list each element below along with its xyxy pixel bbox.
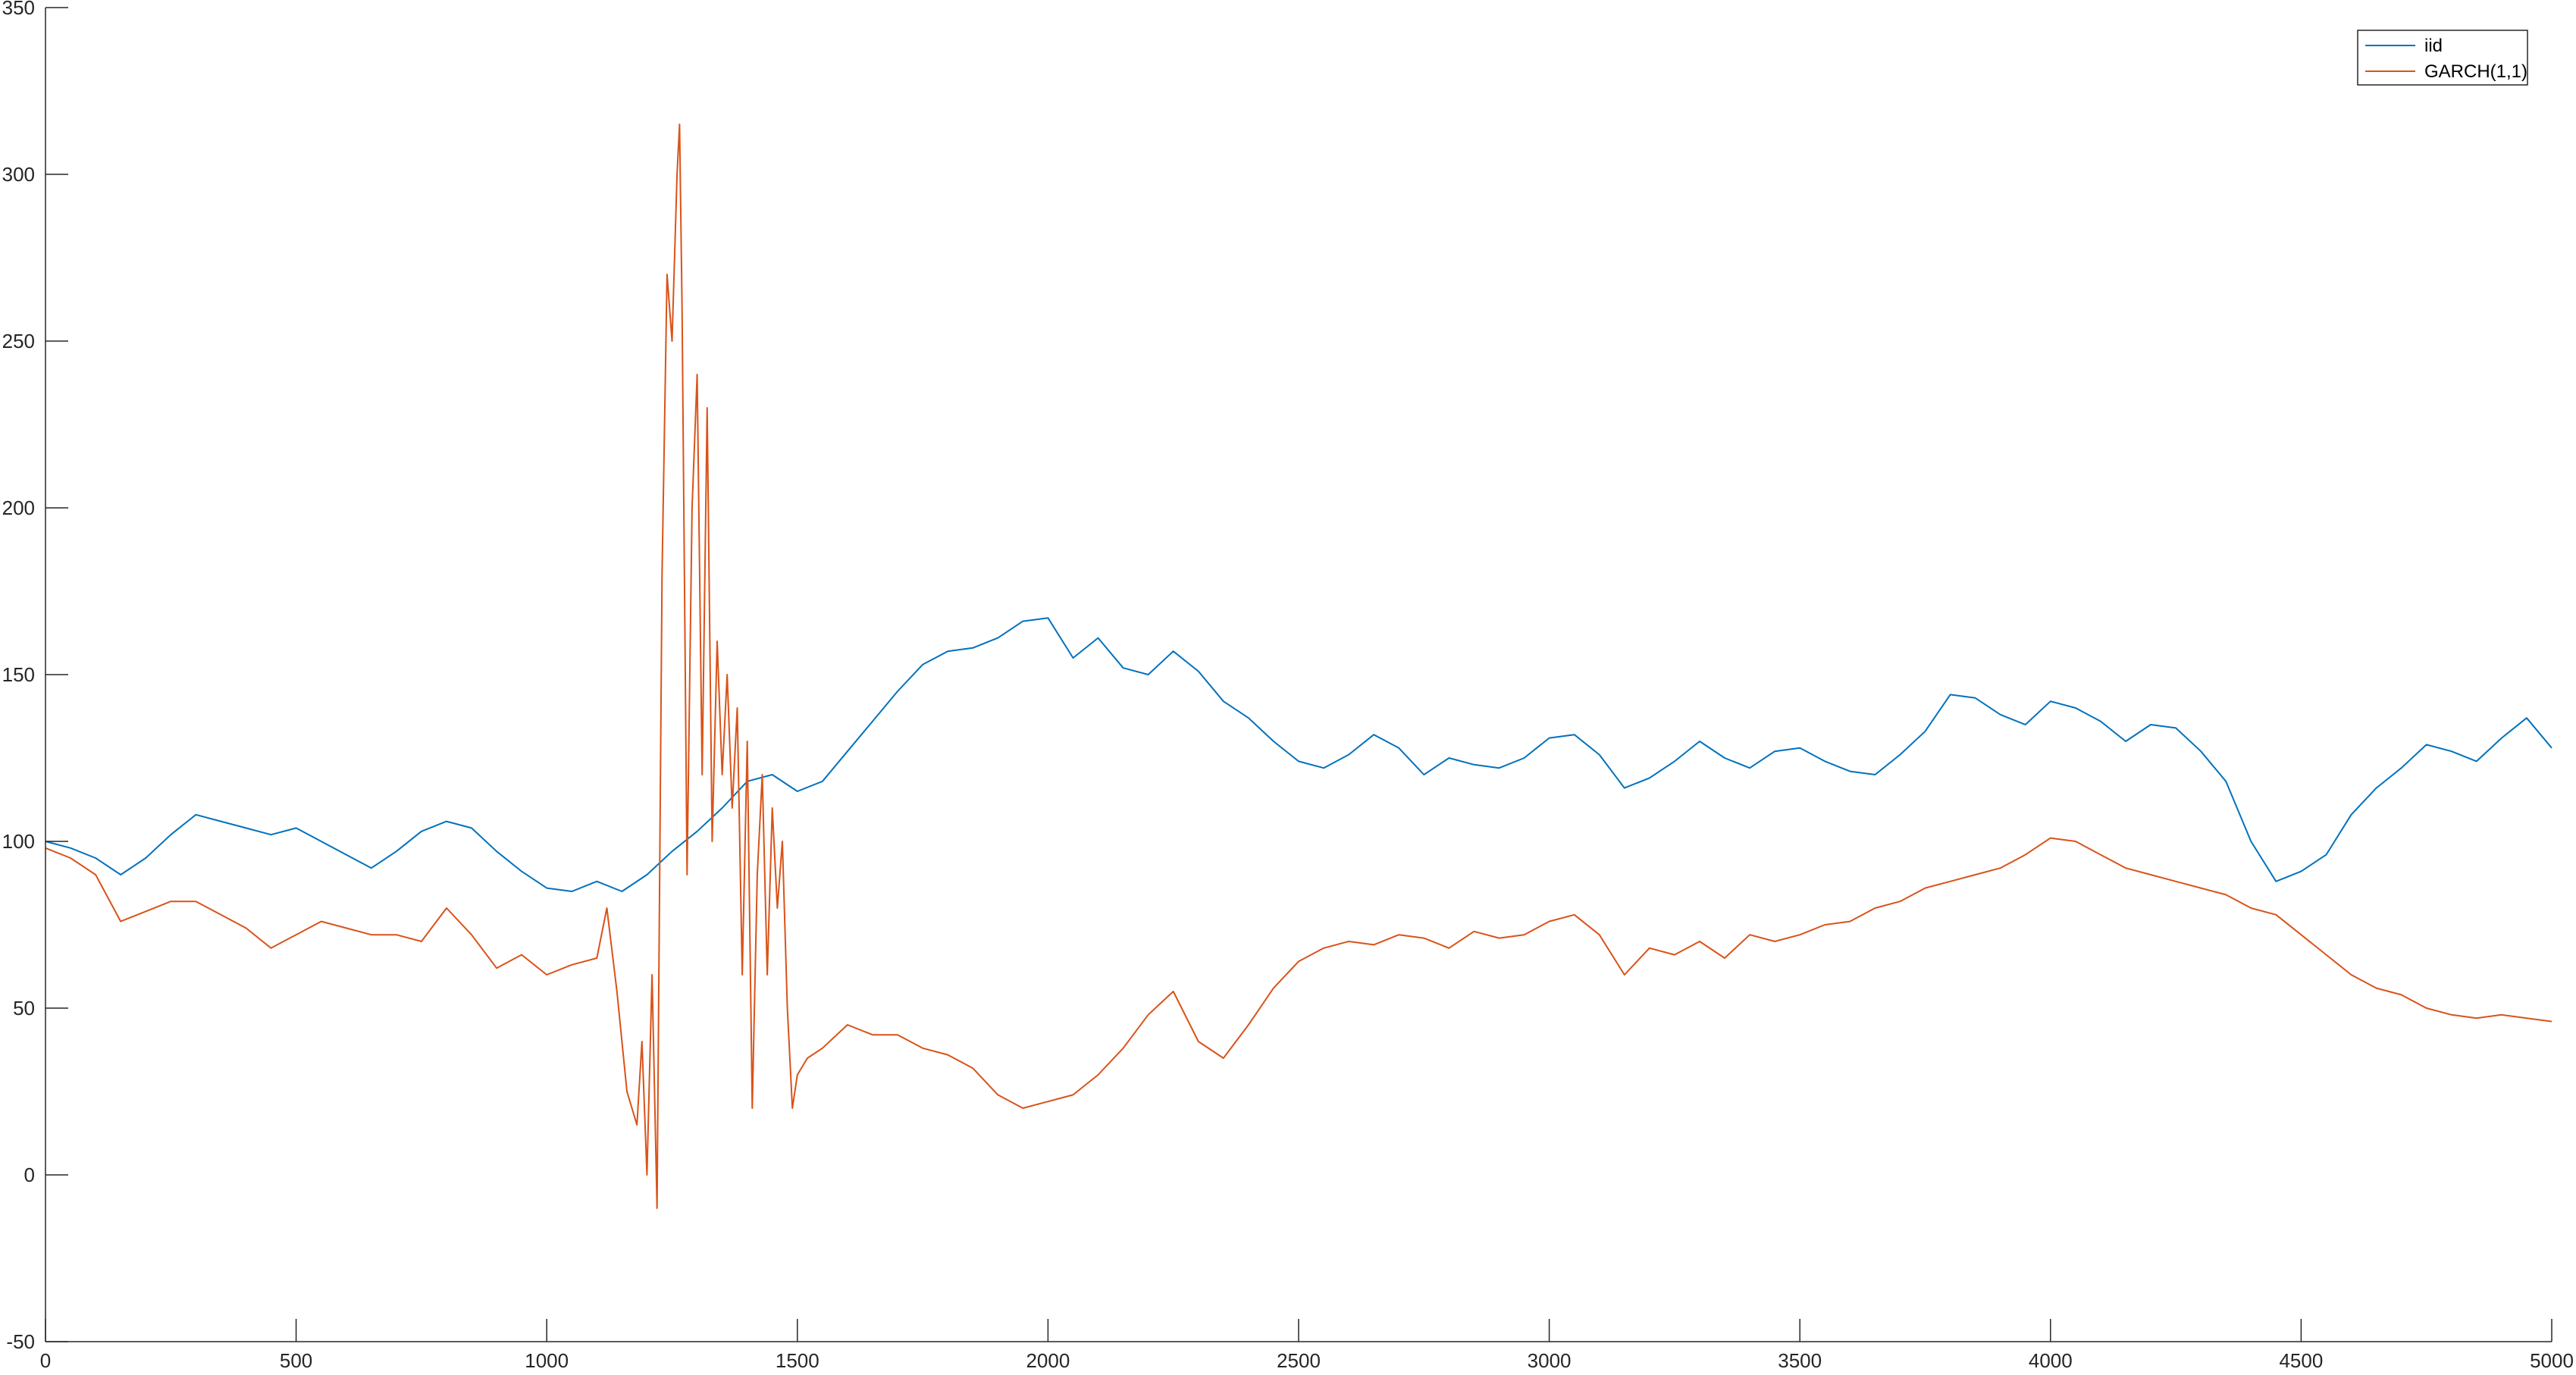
series-line-1 bbox=[45, 124, 2552, 1209]
x-tick-label: 500 bbox=[280, 1349, 312, 1372]
y-tick-label: 0 bbox=[24, 1164, 35, 1186]
y-tick-label: 200 bbox=[2, 496, 35, 519]
legend: iid GARCH(1,1) bbox=[2357, 30, 2528, 86]
x-tick-label: 2500 bbox=[1277, 1349, 1321, 1372]
x-tick-label: 3500 bbox=[1778, 1349, 1822, 1372]
y-tick-label: 50 bbox=[13, 997, 35, 1020]
x-tick-label: 5000 bbox=[2530, 1349, 2574, 1372]
y-tick-label: 250 bbox=[2, 330, 35, 352]
y-tick-label: 350 bbox=[2, 0, 35, 19]
legend-box bbox=[2357, 30, 2528, 86]
y-tick-label: 100 bbox=[2, 830, 35, 853]
x-tick-label: 4000 bbox=[2029, 1349, 2073, 1372]
x-tick-label: 3000 bbox=[1528, 1349, 1572, 1372]
x-tick-label: 4500 bbox=[2279, 1349, 2323, 1372]
x-tick-label: 0 bbox=[40, 1349, 51, 1372]
legend-label-1: GARCH(1,1) bbox=[2424, 61, 2527, 82]
x-tick-label: 1000 bbox=[525, 1349, 569, 1372]
series-line-0 bbox=[45, 617, 2552, 892]
x-tick-label: 1500 bbox=[776, 1349, 819, 1372]
y-tick-label: 150 bbox=[2, 663, 35, 686]
x-tick-label: 2000 bbox=[1026, 1349, 1070, 1372]
y-tick-label: 300 bbox=[2, 163, 35, 186]
y-tick-label: -50 bbox=[6, 1330, 35, 1353]
legend-label-0: iid bbox=[2424, 36, 2443, 56]
plot-area bbox=[45, 124, 2552, 1209]
